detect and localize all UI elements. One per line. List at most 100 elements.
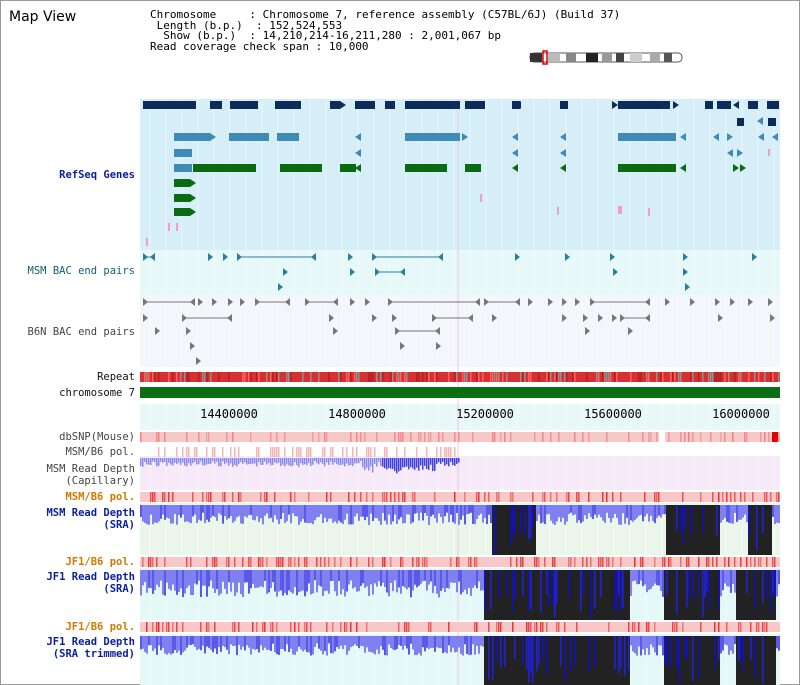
jf1-b6-pol-2-strip-mark	[750, 622, 752, 632]
depth-bar	[262, 570, 264, 588]
depth-black-bar	[488, 570, 490, 620]
refseq-gene-features[interactable]	[143, 101, 779, 246]
depth-bar	[268, 458, 270, 463]
depth-bar	[466, 636, 468, 654]
repeat-segment	[204, 372, 206, 382]
gene-feature	[174, 133, 210, 141]
depth-bar	[286, 505, 288, 522]
track-label-jf1-read-depth-trimmed[interactable]: JF1 Read Depth (SRA trimmed)	[2, 636, 135, 660]
repeat-segment	[680, 372, 682, 382]
depth-black-bar	[742, 570, 744, 620]
track-label-jf1-b6-pol-1[interactable]: JF1/B6 pol.	[65, 556, 135, 568]
dbsnp-strip-mark	[744, 432, 746, 442]
track-label-jf1-read-depth-sra[interactable]: JF1 Read Depth (SRA)	[2, 571, 135, 595]
msm-b6-pol-1-mark	[300, 447, 302, 457]
depth-bar	[488, 636, 490, 680]
depth-black-bar	[610, 570, 612, 620]
read-depth-tracks[interactable]	[140, 458, 780, 685]
repeat-segment	[434, 372, 436, 382]
jf1-b6-pol-2-strip-mark	[758, 622, 760, 632]
depth-black-bar	[578, 636, 580, 685]
track-label-repeat[interactable]: Repeat	[97, 371, 135, 383]
track-label-dbsnp[interactable]: dbSNP(Mouse)	[59, 431, 135, 443]
repeat-segment	[670, 372, 672, 382]
depth-bar	[378, 570, 380, 582]
depth-bar	[396, 570, 398, 593]
depth-bar	[446, 636, 448, 654]
chromosome-ideogram[interactable]	[529, 50, 683, 65]
depth-bar	[400, 570, 402, 594]
gene-arrow	[512, 149, 518, 157]
depth-bar	[182, 636, 184, 653]
depth-black-bar	[516, 636, 518, 685]
depth-bar	[142, 458, 144, 467]
track-label-refseq[interactable]: RefSeq Genes	[59, 169, 135, 181]
depth-bar	[482, 570, 484, 591]
depth-bar	[188, 570, 190, 586]
depth-bar	[316, 570, 318, 593]
depth-bar	[288, 505, 290, 515]
dbsnp-strip-mark	[402, 432, 404, 442]
depth-bar	[156, 458, 158, 467]
depth-bar	[266, 636, 268, 650]
bac-end	[237, 253, 242, 261]
depth-bar	[244, 636, 246, 651]
bac-end	[182, 314, 187, 322]
track-label-msm-b6-pol-1[interactable]: MSM/B6 pol.	[65, 446, 135, 458]
depth-bar	[206, 570, 208, 597]
bac-end	[515, 253, 520, 261]
repeat-segment	[528, 372, 530, 382]
depth-black-bar	[712, 505, 714, 555]
depth-bar	[204, 570, 206, 586]
jf1-b6-pol-1-strip-mark	[716, 557, 718, 567]
depth-bar	[432, 636, 434, 648]
depth-bar	[234, 458, 236, 466]
dbsnp-strip-mark	[582, 432, 584, 442]
depth-black-bar	[502, 570, 504, 620]
dbsnp-strip-mark	[534, 432, 536, 442]
track-label-jf1-b6-pol-2[interactable]: JF1/B6 pol.	[65, 621, 135, 633]
jf1-b6-pol-1-strip-mark	[654, 557, 656, 567]
bac-end-pair-features[interactable]	[143, 253, 775, 365]
depth-bar	[186, 505, 188, 522]
depth-bar	[194, 570, 196, 584]
track-label-b6n-bac[interactable]: B6N BAC end pairs	[27, 326, 135, 338]
track-label-msm-b6-pol-2[interactable]: MSM/B6 pol.	[65, 491, 135, 503]
track-label-chromosome[interactable]: chromosome 7	[59, 387, 135, 399]
track-label-msm-read-depth-capillary[interactable]: MSM Read Depth (Capillary)	[2, 463, 135, 487]
depth-bar	[558, 505, 560, 518]
depth-bar	[212, 458, 214, 462]
repeat-segment	[496, 372, 498, 382]
depth-bar	[530, 636, 532, 674]
polymorphism-strips[interactable]	[140, 432, 780, 632]
depth-bar	[742, 636, 744, 671]
depth-bar	[178, 505, 180, 516]
depth-bar	[432, 505, 434, 515]
depth-bar	[600, 505, 602, 518]
dbsnp-strip-mark	[668, 432, 670, 442]
bac-end	[752, 253, 757, 261]
jf1-b6-pol-1-strip-mark	[280, 557, 282, 567]
repeat-track[interactable]	[140, 372, 780, 382]
gene-arrow	[440, 101, 446, 109]
depth-bar	[428, 570, 430, 585]
track-label-msm-bac[interactable]: MSM BAC end pairs	[27, 265, 135, 277]
bac-end	[515, 298, 520, 306]
depth-bar	[212, 570, 214, 589]
track-label-msm-read-depth-sra[interactable]: MSM Read Depth (SRA)	[2, 507, 135, 531]
dbsnp-strip-mark	[458, 432, 460, 442]
chromosome-bar[interactable]	[140, 387, 780, 398]
depth-bar	[360, 636, 362, 646]
repeat-segment	[302, 372, 304, 382]
ideogram-view-marker[interactable]	[542, 50, 548, 65]
depth-bar	[772, 570, 774, 594]
depth-bar	[480, 636, 482, 646]
msm-b6-pol-1-mark	[404, 447, 406, 457]
depth-black-bar	[560, 570, 562, 620]
depth-bar	[338, 570, 340, 582]
repeat-segment	[558, 372, 560, 382]
depth-black-bar	[588, 570, 590, 620]
depth-bar	[174, 636, 176, 651]
depth-bar	[756, 505, 758, 551]
